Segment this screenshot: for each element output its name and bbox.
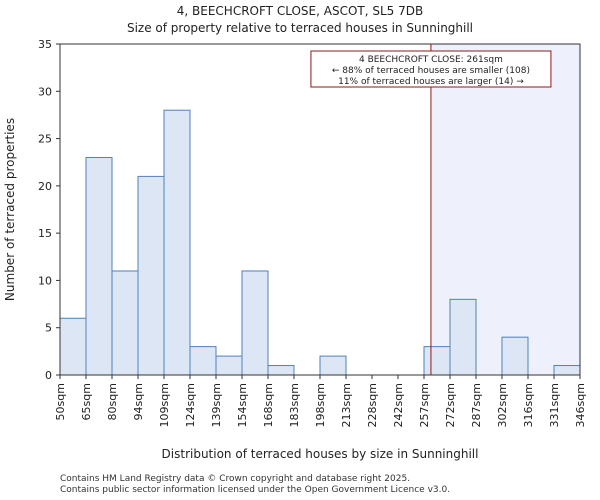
histogram-bar xyxy=(215,355,243,376)
y-tick-label: 5 xyxy=(45,322,52,335)
y-tick-label: 15 xyxy=(38,227,52,240)
x-tick-label: 257sqm xyxy=(418,383,431,427)
x-tick-label: 109sqm xyxy=(158,383,171,427)
histogram-bar xyxy=(163,109,191,376)
x-tick-label: 139sqm xyxy=(210,383,223,427)
x-axis-title: Distribution of terraced houses by size … xyxy=(162,447,479,461)
histogram-bar xyxy=(59,317,87,376)
annotation-box xyxy=(310,50,552,88)
histogram-bar xyxy=(137,175,165,376)
x-tick-label: 287sqm xyxy=(470,383,483,427)
annotation-line: ← 88% of terraced houses are smaller (10… xyxy=(332,66,530,76)
y-tick-label: 0 xyxy=(45,369,52,382)
chart-title: 4, BEECHCROFT CLOSE, ASCOT, SL5 7DB xyxy=(176,4,424,18)
y-axis-title: Number of terraced properties xyxy=(3,118,17,301)
y-tick-label: 25 xyxy=(38,133,52,146)
x-tick-label: 331sqm xyxy=(548,383,561,427)
x-tick-label: 228sqm xyxy=(366,383,379,427)
x-tick-label: 302sqm xyxy=(496,383,509,427)
x-tick-label: 346sqm xyxy=(574,383,587,427)
histogram-bar xyxy=(241,270,269,376)
y-tick-label: 20 xyxy=(38,180,52,193)
x-tick-label: 272sqm xyxy=(444,383,457,427)
footer-line-1: Contains HM Land Registry data © Crown c… xyxy=(60,474,411,484)
y-tick-label: 35 xyxy=(38,38,52,51)
histogram-bar xyxy=(553,365,581,376)
y-tick-label: 10 xyxy=(38,274,52,287)
annotation-line: 11% of terraced houses are larger (14) → xyxy=(338,77,524,87)
x-tick-label: 80sqm xyxy=(106,383,119,420)
histogram-bar xyxy=(423,346,451,376)
x-tick-label: 154sqm xyxy=(236,383,249,427)
histogram-bar xyxy=(111,270,139,376)
footer-line-2: Contains public sector information licen… xyxy=(60,485,451,495)
x-tick-label: 94sqm xyxy=(132,383,145,420)
histogram-bar xyxy=(189,346,217,376)
histogram-bar xyxy=(319,355,347,376)
x-tick-label: 198sqm xyxy=(314,383,327,427)
histogram-bar xyxy=(449,298,477,376)
histogram-bar xyxy=(267,365,295,376)
annotation-line: 4 BEECHCROFT CLOSE: 261sqm xyxy=(359,55,503,65)
x-tick-label: 168sqm xyxy=(262,383,275,427)
x-tick-label: 65sqm xyxy=(80,383,93,420)
x-tick-label: 242sqm xyxy=(392,383,405,427)
x-tick-label: 183sqm xyxy=(288,383,301,427)
histogram-bar xyxy=(85,156,113,376)
y-tick-label: 30 xyxy=(38,85,52,98)
x-tick-label: 50sqm xyxy=(54,383,67,420)
chart-subtitle: Size of property relative to terraced ho… xyxy=(126,21,474,35)
x-tick-label: 316sqm xyxy=(522,383,535,427)
x-tick-label: 124sqm xyxy=(184,383,197,427)
histogram-bar xyxy=(501,336,529,376)
x-tick-label: 213sqm xyxy=(340,383,353,427)
